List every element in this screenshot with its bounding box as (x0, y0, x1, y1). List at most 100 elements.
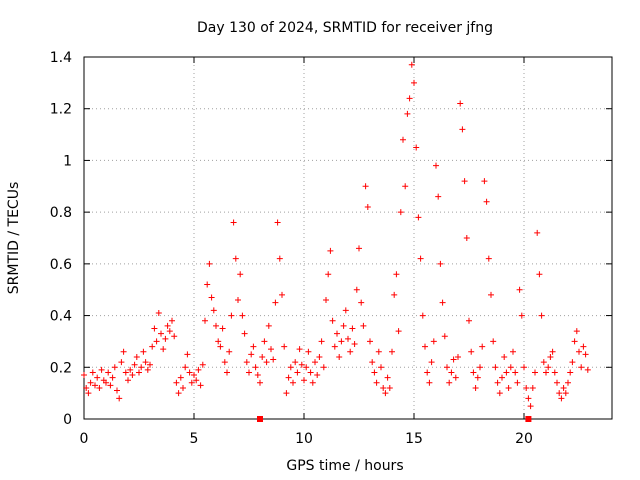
data-point (184, 351, 191, 358)
data-point (338, 338, 345, 345)
chart-title: Day 130 of 2024, SRMTID for receiver jfn… (197, 20, 493, 36)
data-point (580, 343, 587, 350)
data-point (485, 255, 492, 262)
x-tick-label: 0 (80, 431, 89, 447)
y-tick-label: 0 (63, 412, 72, 428)
data-point (452, 374, 459, 381)
data-point (545, 364, 552, 371)
data-point (230, 219, 237, 226)
data-point (584, 366, 591, 373)
data-point (569, 359, 576, 366)
data-point (191, 372, 197, 379)
data-point (419, 312, 426, 319)
data-point (393, 271, 400, 278)
data-point (122, 369, 129, 376)
data-point (536, 271, 543, 278)
y-tick-label: 1.2 (50, 102, 72, 118)
data-point (312, 359, 318, 366)
x-tick-label: 10 (295, 431, 313, 447)
data-point (96, 384, 103, 391)
data-point (127, 366, 134, 373)
data-point (169, 317, 175, 324)
data-point (450, 356, 457, 363)
data-point (265, 322, 272, 329)
data-point (534, 229, 541, 236)
data-point (268, 346, 274, 353)
data-point (248, 351, 255, 358)
data-point (494, 379, 501, 386)
data-point (224, 369, 230, 376)
data-point (118, 359, 125, 366)
data-point (109, 374, 116, 381)
data-point (261, 338, 268, 345)
data-point (479, 343, 486, 350)
data-point (529, 384, 536, 391)
data-point (202, 317, 208, 324)
data-point (155, 309, 162, 316)
data-point (426, 379, 433, 386)
data-point (441, 333, 448, 340)
gap-marker (257, 416, 263, 422)
data-point (186, 369, 193, 376)
data-point (353, 286, 360, 293)
data-point (131, 361, 138, 368)
data-point (285, 374, 292, 381)
data-point (554, 379, 560, 386)
data-point (252, 364, 259, 371)
x-tick-label: 5 (190, 431, 199, 447)
x-tick-label: 20 (515, 431, 533, 447)
data-point (103, 379, 109, 386)
data-point (415, 214, 422, 221)
data-point (301, 377, 307, 384)
data-point (492, 364, 499, 371)
data-point (397, 209, 404, 216)
data-point (309, 379, 316, 386)
data-point (380, 384, 387, 391)
data-point (437, 260, 444, 267)
data-point (274, 219, 281, 226)
data-point (373, 379, 380, 386)
data-point (162, 335, 169, 342)
data-point (125, 377, 131, 384)
data-point (433, 162, 439, 169)
data-point (83, 384, 90, 391)
grid-lines (84, 57, 612, 419)
data-point (307, 369, 314, 376)
data-point (142, 359, 149, 366)
data-point (85, 390, 92, 397)
data-point (512, 369, 519, 376)
data-point (342, 307, 349, 314)
data-point (567, 369, 574, 376)
data-point (219, 325, 226, 332)
data-point (540, 359, 547, 366)
data-point (107, 382, 114, 389)
data-point (582, 351, 589, 358)
data-point (488, 291, 494, 298)
data-point (501, 353, 508, 360)
data-point (120, 348, 127, 355)
data-point (270, 356, 277, 363)
data-point (235, 297, 241, 304)
data-point (177, 374, 184, 381)
x-tick-label: 15 (405, 431, 423, 447)
data-point (329, 317, 336, 324)
data-point (457, 100, 464, 107)
data-point (367, 338, 373, 345)
axis-ticks: 0 5 10 15 20 0 0.2 0.4 0.6 0.8 1 1.2 1.4 (50, 50, 612, 447)
data-point (560, 384, 567, 391)
data-point (263, 359, 270, 366)
data-point (400, 136, 406, 143)
data-point (334, 330, 340, 337)
data-point (138, 364, 145, 371)
data-point (182, 364, 189, 371)
data-point (521, 364, 527, 371)
y-tick-label: 1 (63, 153, 72, 169)
data-point (384, 374, 391, 381)
data-point (510, 348, 516, 355)
data-point (503, 369, 510, 376)
data-point (446, 379, 453, 386)
data-point (417, 255, 424, 262)
data-point (543, 369, 549, 376)
data-point (424, 369, 431, 376)
